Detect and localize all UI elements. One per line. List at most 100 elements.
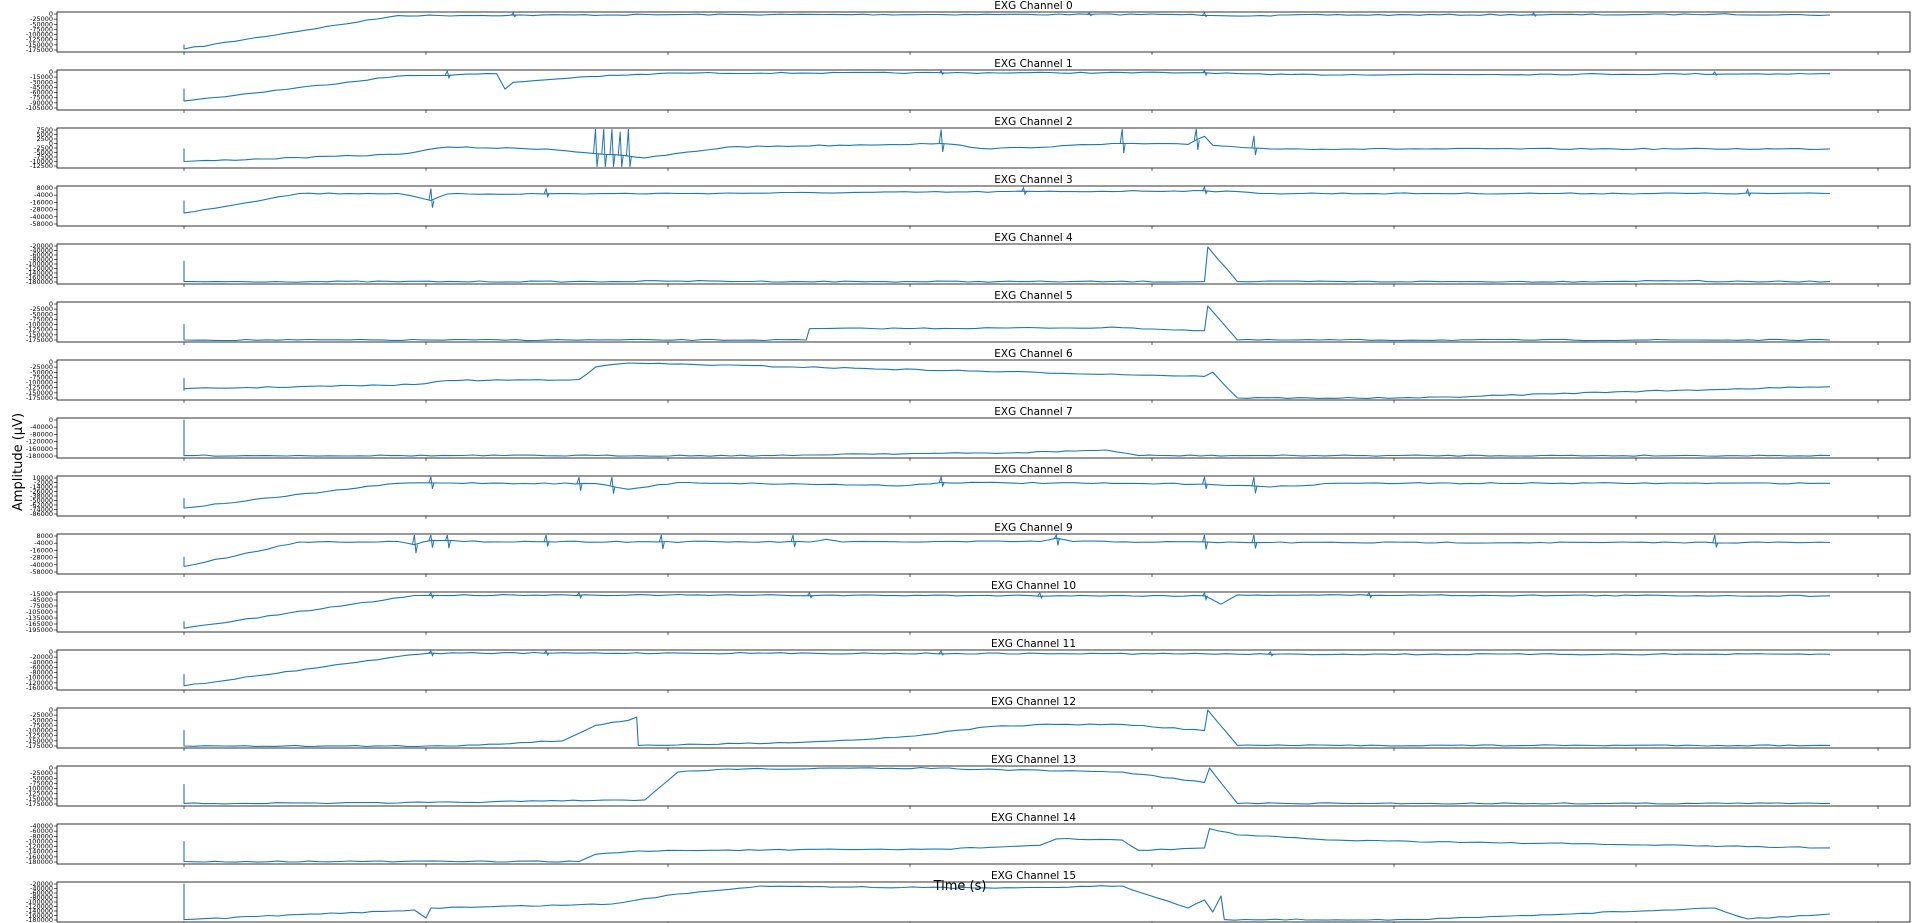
y-tick-label: -26000 xyxy=(30,488,53,496)
channel-panel: EXG Channel 4 -20000-40000-60000-80000-10… xyxy=(26,232,1911,287)
panel-title: EXG Channel 10 xyxy=(991,580,1076,592)
signal-line xyxy=(183,246,1831,283)
signal-line xyxy=(183,709,1831,748)
y-tick-label: -25000 xyxy=(30,305,53,313)
signal-spike xyxy=(807,591,813,599)
signal-spike xyxy=(1037,591,1044,600)
signal-spike xyxy=(428,534,435,548)
y-tick-label: 0 xyxy=(49,764,53,772)
y-tick-label: -175000 xyxy=(26,394,53,402)
signal-spike xyxy=(1745,187,1752,198)
y-tick-label: -80000 xyxy=(30,894,53,902)
signal-spike xyxy=(428,650,435,657)
signal-spike xyxy=(1251,476,1258,494)
y-tick-label: 0 xyxy=(49,648,53,656)
y-tick-label: 5000 xyxy=(36,131,53,139)
y-tick-label: -125000 xyxy=(26,36,53,44)
y-tick-label: -10000 xyxy=(30,158,53,166)
y-tick-label: -40000 xyxy=(30,822,53,830)
signal-spike xyxy=(1053,533,1060,546)
y-tick-label: -120000 xyxy=(26,265,53,273)
panel-frame xyxy=(56,649,1911,691)
signal-spike xyxy=(938,475,945,488)
y-tick-label: -58000 xyxy=(30,568,53,576)
y-tick-label: -50000 xyxy=(30,497,53,505)
signal-spike xyxy=(576,476,583,491)
y-tick-label: -50000 xyxy=(30,310,53,318)
signal-spike xyxy=(411,534,418,554)
y-tick-label: -180000 xyxy=(26,916,53,923)
y-tick-label: -25000 xyxy=(30,15,53,23)
y-tick-label: 0 xyxy=(49,68,53,76)
y-tick-label: -150000 xyxy=(26,737,53,745)
y-tick-label: -74000 xyxy=(30,506,53,514)
panel-frame xyxy=(56,301,1911,343)
y-tick-label: -15000 xyxy=(30,73,53,81)
panel-frame xyxy=(56,591,1911,633)
y-tick-label: -60000 xyxy=(30,889,53,897)
y-tick-label: -80000 xyxy=(30,832,53,840)
signal-spike xyxy=(510,12,517,18)
panel-title: EXG Channel 5 xyxy=(994,290,1072,302)
signal-line xyxy=(183,189,1831,214)
y-tick-label: 2500 xyxy=(36,135,53,143)
panel-frame xyxy=(56,185,1911,227)
channel-panel: EXG Channel 13 0-25000-50000-75000-100000… xyxy=(26,754,1911,809)
y-tick-label: -16000 xyxy=(30,546,53,554)
y-tick-label: -80000 xyxy=(30,430,53,438)
signal-spike xyxy=(444,69,451,80)
y-tick-label: -150000 xyxy=(26,795,53,803)
y-tick-label: -25000 xyxy=(30,769,53,777)
y-tick-label: -160000 xyxy=(26,684,53,692)
signal-spike xyxy=(1202,185,1208,196)
y-tick-label: -160000 xyxy=(26,853,53,861)
panel-frame xyxy=(56,707,1911,749)
panel-title: EXG Channel 15 xyxy=(991,870,1076,882)
y-tick-label: -150000 xyxy=(26,41,53,49)
y-tick-label: -75000 xyxy=(30,25,53,33)
signal-line xyxy=(183,593,1831,629)
y-tick-label: -120000 xyxy=(26,843,53,851)
y-tick-label: -16000 xyxy=(30,198,53,206)
channel-panel: EXG Channel 10-15000-45000-75000-105000-… xyxy=(26,580,1911,635)
panel-title: EXG Channel 7 xyxy=(994,406,1072,418)
signal-spike xyxy=(1251,135,1258,156)
y-tick-label: -105000 xyxy=(26,104,53,112)
y-tick-label: -60000 xyxy=(30,89,53,97)
channel-panel: EXG Channel 14-40000-60000-80000-100000-… xyxy=(26,812,1911,867)
y-tick-label: -100000 xyxy=(26,898,53,906)
signal-spike xyxy=(617,131,624,168)
signal-spike xyxy=(1193,128,1200,151)
y-tick-label: -175000 xyxy=(26,742,53,750)
y-tick-label: 7500 xyxy=(36,126,53,134)
y-tick-label: -180000 xyxy=(26,858,53,866)
signal-line xyxy=(183,883,1831,921)
y-tick-label: -40000 xyxy=(30,885,53,893)
signal-spike xyxy=(1087,12,1093,17)
y-tick-label: -14000 xyxy=(30,483,53,491)
panel-frame xyxy=(56,417,1911,459)
y-tick-label: -150000 xyxy=(26,331,53,339)
y-tick-label: -5000 xyxy=(34,149,53,157)
signal-line xyxy=(183,71,1830,102)
y-tick-label: -2500 xyxy=(34,144,53,152)
signal-spike xyxy=(609,128,616,168)
channel-panel: EXG Channel 7 0-40000-80000-120000-160000… xyxy=(26,406,1911,461)
signal-spike xyxy=(658,534,665,550)
signal-spike xyxy=(543,650,550,657)
y-tick-label: -140000 xyxy=(26,848,53,856)
y-tick-label: -135000 xyxy=(26,614,53,622)
y-axis-label: Amplitude (µV) xyxy=(11,413,26,511)
y-tick-label: -140000 xyxy=(26,269,53,277)
y-tick-label: -75000 xyxy=(30,373,53,381)
y-tick-label: -25000 xyxy=(30,711,53,719)
y-tick-label: -75000 xyxy=(30,721,53,729)
panel-frame xyxy=(56,11,1911,53)
panel-title: EXG Channel 2 xyxy=(994,116,1072,128)
y-tick-label: -40000 xyxy=(30,561,53,569)
y-tick-label: -38000 xyxy=(30,492,53,500)
y-tick-label: -80000 xyxy=(30,256,53,264)
y-tick-label: -150000 xyxy=(26,389,53,397)
y-tick-label: -30000 xyxy=(30,78,53,86)
y-tick-label: -40000 xyxy=(30,247,53,255)
